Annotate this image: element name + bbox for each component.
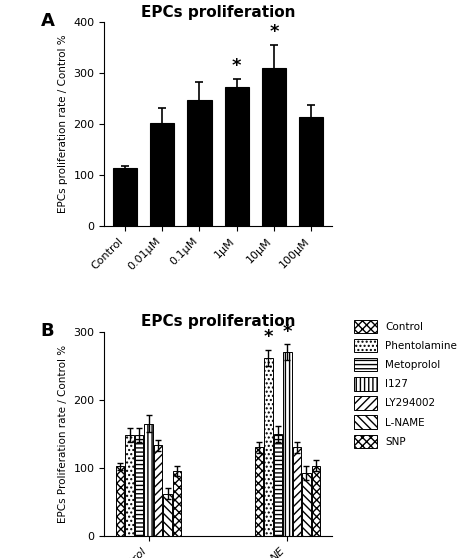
Bar [302,473,311,536]
Text: A: A [41,12,55,30]
Bar [187,100,211,226]
Bar [262,68,286,226]
Y-axis label: EPCs Proliferation rate / Control %: EPCs Proliferation rate / Control % [58,345,68,523]
Bar [135,435,144,536]
Bar [173,471,182,536]
Bar [125,435,134,536]
Title: EPCs proliferation: EPCs proliferation [141,5,295,20]
Bar [292,448,301,536]
Bar [116,466,124,536]
Bar [264,358,273,536]
Bar [255,448,263,536]
Title: EPCs proliferation: EPCs proliferation [141,314,295,329]
Bar [299,117,323,226]
Text: *: * [264,328,273,346]
Text: *: * [269,23,279,41]
Legend: Control, Phentolamine, Metoprolol, I127, LY294002, L-NAME, SNP: Control, Phentolamine, Metoprolol, I127,… [350,316,462,452]
Bar [145,424,153,536]
Text: *: * [232,57,241,75]
Text: *: * [283,323,292,341]
Y-axis label: EPCs proliferation rate / Control %: EPCs proliferation rate / Control % [58,35,68,214]
Bar [164,494,172,536]
Text: B: B [41,322,54,340]
Bar [312,466,320,536]
Bar [154,445,163,536]
Bar [150,123,174,226]
Bar [113,169,137,226]
Bar [283,352,292,536]
Bar [225,87,249,226]
Bar [273,434,282,536]
